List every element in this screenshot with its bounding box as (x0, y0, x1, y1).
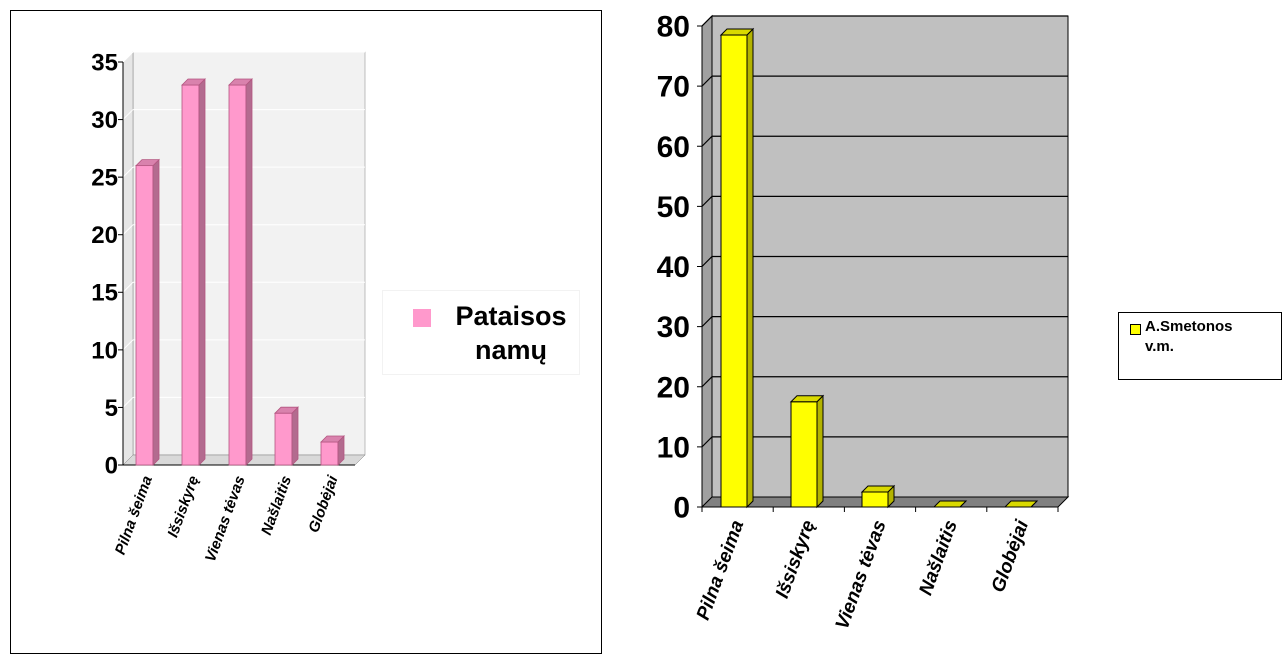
right-bar-top (1003, 500, 1039, 508)
right-gridline-side (701, 316, 713, 328)
left-bar-front (181, 84, 200, 466)
left-gridline-side (122, 166, 134, 178)
left-category-label: Išsiskyrę (164, 474, 202, 540)
left-bar-side (245, 78, 253, 466)
legend-right-swatch (1130, 324, 1141, 335)
right-gridline-side (701, 135, 713, 147)
left-bar-side (291, 406, 299, 466)
right-gridline-side (701, 256, 713, 267)
left-gridline-side (122, 109, 134, 120)
right-bar-top (932, 500, 968, 508)
left-y-tick-label: 0 (105, 452, 118, 479)
right-bar (932, 500, 968, 508)
left-y-tick-label: 5 (105, 395, 118, 422)
left-bar-front (135, 165, 154, 466)
right-y-tick-label: 30 (657, 311, 690, 344)
right-gridline-side (701, 195, 713, 207)
left-bar (228, 78, 253, 466)
right-y-tick-label: 70 (657, 71, 690, 104)
right-category-label: Našlaitis (915, 518, 961, 599)
left-category-label: Vienas tėvas (202, 474, 249, 565)
left-category-label: Pilna šeima (112, 474, 156, 557)
left-y-tick-label: 30 (91, 107, 118, 134)
right-y-tick-label: 60 (657, 131, 690, 164)
left-category-label: Globėjai (305, 473, 342, 535)
right-bar-side (816, 394, 824, 509)
chart-left: 0 5 10 15 20 25 30 35 Pilna šeima Išsiskyrę Vienas… (91, 49, 366, 565)
right-category-label: Globėjai (988, 517, 1034, 595)
chart-right: 0 10 20 30 40 50 60 70 80 Pilna šeima Išsiskyrę Vie… (657, 11, 1070, 633)
right-gridline-side (701, 436, 713, 448)
right-gridline-side (701, 75, 713, 87)
left-category-label: Našlaitis (258, 474, 295, 538)
left-bar (320, 435, 345, 466)
legend-left: Pataisos namų (382, 290, 580, 375)
right-category-label: Pilna šeima (693, 517, 749, 623)
right-bar-top (860, 485, 896, 493)
left-bar-front (274, 412, 293, 466)
left-bar (135, 158, 160, 466)
right-bar-front (720, 34, 748, 508)
left-y-tick-label: 15 (91, 280, 118, 307)
right-gridline-side (701, 15, 713, 27)
left-bar-top (274, 406, 299, 414)
legend-left-swatch (413, 309, 431, 327)
right-category-label: Išsiskyrę (772, 517, 820, 601)
right-y-tick-label: 50 (657, 191, 690, 224)
left-y-tick-label: 20 (91, 222, 118, 249)
left-bar (274, 406, 299, 466)
left-bar-side (198, 78, 206, 466)
legend-right: A.Smetonos v.m. (1118, 312, 1282, 380)
right-bar (789, 394, 825, 509)
legend-left-label: Pataisos namų (455, 301, 567, 365)
legend-right-label: A.Smetonos v.m. (1145, 318, 1233, 355)
right-bar (719, 27, 755, 509)
left-bar-top (228, 78, 253, 86)
left-bar-top (181, 78, 206, 86)
left-gridline-side (122, 397, 134, 408)
right-bar-top (719, 28, 755, 36)
right-y-tick-label: 20 (657, 371, 690, 404)
left-bar-front (228, 84, 247, 466)
left-y-tick-label: 10 (91, 337, 118, 364)
left-bar-top (135, 159, 160, 167)
right-bar-top (789, 395, 825, 403)
right-bar-front (861, 491, 889, 508)
right-bar (860, 484, 896, 509)
right-bar (1003, 500, 1039, 508)
left-gridline-side (122, 224, 134, 236)
left-gridline-side (122, 51, 134, 63)
right-y-tick-label: 10 (657, 431, 690, 464)
left-y-tick-label: 35 (91, 49, 118, 76)
left-bar-side (152, 158, 160, 466)
right-bar-side (746, 27, 754, 509)
left-bar (181, 78, 206, 466)
right-gridline-side (701, 376, 713, 388)
right-y-tick-label: 80 (657, 11, 690, 44)
left-gridline-side (122, 281, 134, 293)
left-gridline-side (122, 339, 134, 351)
right-bar-front (790, 401, 818, 508)
right-category-label: Vienas tėvas (832, 518, 891, 633)
left-bar-front (320, 441, 339, 466)
left-bar-top (320, 435, 345, 443)
left-y-tick-label: 25 (91, 165, 118, 192)
right-y-tick-label: 0 (673, 492, 690, 525)
right-y-tick-label: 40 (657, 251, 690, 284)
